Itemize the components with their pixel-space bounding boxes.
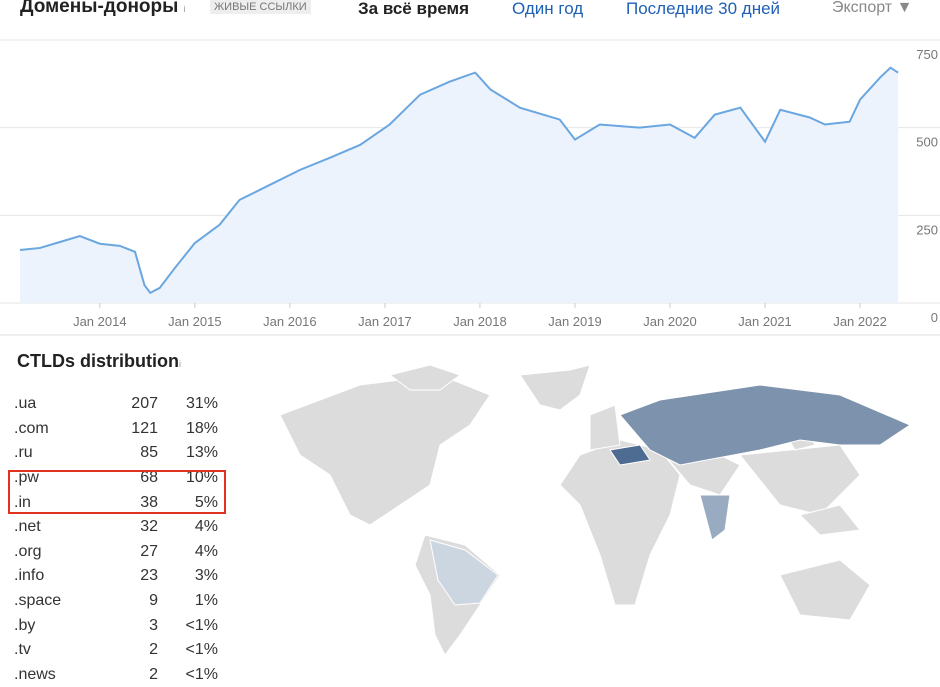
- title: Домены-доноры i: [20, 0, 186, 18]
- table-cell: .by: [14, 616, 36, 634]
- table-cell: <1%: [185, 641, 218, 659]
- table-cell: .news: [14, 665, 56, 683]
- y-tick-label: 750: [916, 47, 938, 62]
- table-cell: 3%: [194, 567, 218, 585]
- table-cell: .org: [14, 542, 42, 560]
- table-cell: 10%: [185, 469, 218, 487]
- table-cell: .net: [14, 518, 41, 536]
- table-cell: 2: [149, 641, 158, 659]
- table-row: .info 23 3%: [14, 564, 218, 589]
- world-map: [279, 364, 912, 656]
- southeast-asia: [799, 504, 861, 536]
- table-cell: 1%: [194, 592, 218, 610]
- east-asia: [739, 444, 861, 516]
- x-tick-label: Jan 2014: [73, 314, 127, 329]
- y-tick-label: 250: [916, 222, 938, 237]
- table-row: .org 27 4%: [14, 540, 218, 565]
- table-cell: 31%: [185, 395, 218, 413]
- badge: ЖИВЫЕ ССЫЛКИ: [210, 0, 311, 14]
- table-cell: 207: [131, 395, 158, 413]
- y-tick-label: 500: [916, 135, 938, 150]
- highlight-box: [8, 470, 226, 514]
- info-icon[interactable]: i: [183, 4, 186, 14]
- table-cell: .ua: [14, 395, 37, 413]
- x-tick-label: Jan 2022: [833, 314, 887, 329]
- chart: 0 250 500 750 Jan 2014 Jan 2015 Jan 2016 Jan 20…: [0, 39, 940, 336]
- table-cell: .info: [14, 567, 45, 585]
- table-cell: 2: [149, 665, 158, 683]
- table-cell: 4%: [194, 542, 218, 560]
- section-title-text: CTLDs distribution: [17, 351, 179, 371]
- x-tick-label: Jan 2021: [738, 314, 792, 329]
- table-row: .in 38 5%: [14, 490, 218, 515]
- table-cell: .tv: [14, 641, 31, 659]
- table-cell: .ru: [14, 444, 33, 462]
- table-row: .ua 207 31%: [14, 392, 218, 417]
- tab[interactable]: За всё время: [358, 0, 470, 18]
- table-cell: .com: [14, 419, 49, 437]
- x-tick-label: Jan 2017: [358, 314, 412, 329]
- india: [699, 494, 731, 541]
- table-row: .ru 85 13%: [14, 441, 218, 466]
- table-cell: .space: [14, 592, 62, 610]
- table-cell: 85: [140, 444, 158, 462]
- x-tick-label: Jan 2015: [168, 314, 222, 329]
- table-cell: 27: [140, 542, 158, 560]
- export-button[interactable]: Экспорт ▼: [832, 0, 913, 16]
- x-tick-label: Jan 2016: [263, 314, 317, 329]
- title-text: Домены-доноры: [20, 0, 179, 17]
- table-cell: <1%: [185, 665, 218, 683]
- table-cell: 9: [149, 592, 158, 610]
- table-cell: 23: [140, 567, 158, 585]
- table-row: .news 2 <1%: [14, 663, 218, 687]
- table-cell: 18%: [185, 419, 218, 437]
- table-cell: <1%: [185, 616, 218, 634]
- table-row: .com 121 18%: [14, 417, 218, 442]
- line: [19, 66, 899, 295]
- ukraine: [609, 444, 651, 466]
- greenland: [388, 364, 462, 391]
- y-tick-label: 0: [931, 310, 938, 325]
- table-cell: 32: [140, 518, 158, 536]
- table-cell: 3: [149, 616, 158, 634]
- x-tick-label: Jan 2020: [643, 314, 697, 329]
- brazil: [429, 539, 499, 606]
- table-cell: 121: [131, 419, 158, 437]
- section-title: CTLDs distributioni: [17, 351, 181, 372]
- europe-west: [589, 404, 621, 451]
- ctld-table: .ua 207 31% .com 121 18% .ru 85 13% .pw 68 10% .in 38…: [14, 392, 218, 687]
- table-row: .net 32 4%: [14, 515, 218, 540]
- table-row: .tv 2 <1%: [14, 638, 218, 663]
- table-cell: .in: [14, 493, 31, 511]
- area: [20, 67, 899, 303]
- tab[interactable]: Последние 30 дней: [626, 0, 781, 18]
- north-america: [279, 374, 491, 526]
- table-cell: 38: [140, 493, 158, 511]
- table-cell: 5%: [194, 493, 218, 511]
- tab[interactable]: Один год: [512, 0, 584, 18]
- table-row: .pw 68 10%: [14, 466, 218, 491]
- table-cell: 68: [140, 469, 158, 487]
- table-cell: 13%: [185, 444, 218, 462]
- greenland-east: [519, 364, 591, 411]
- table-row: .space 9 1%: [14, 589, 218, 614]
- x-tick-label: Jan 2018: [453, 314, 507, 329]
- table-row: .by 3 <1%: [14, 613, 218, 638]
- info-icon[interactable]: i: [178, 359, 181, 369]
- table-cell: .pw: [14, 469, 39, 487]
- australia: [779, 559, 871, 621]
- russia: [619, 384, 912, 466]
- table-cell: 4%: [194, 518, 218, 536]
- x-tick-label: Jan 2019: [548, 314, 602, 329]
